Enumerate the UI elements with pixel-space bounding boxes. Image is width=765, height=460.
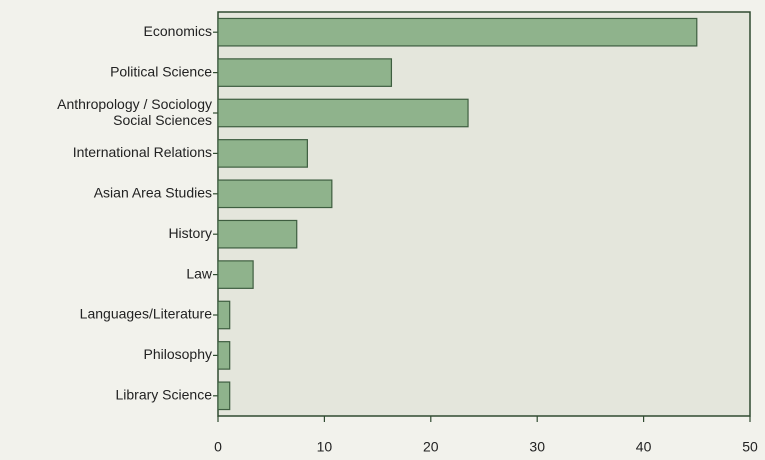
x-tick-label: 40 [636, 439, 652, 455]
y-tick-label: History [168, 225, 212, 241]
x-tick-label: 10 [317, 439, 333, 455]
bar [217, 219, 298, 249]
bar [217, 341, 231, 370]
bar [217, 58, 393, 87]
y-tick-label: Anthropology / Sociology Social Sciences [57, 96, 212, 128]
y-tick-label: Languages/Literature [80, 306, 213, 322]
y-tick-label: Asian Area Studies [94, 185, 212, 201]
x-tick-label: 30 [529, 439, 545, 455]
bar [217, 300, 231, 330]
bar [217, 139, 308, 168]
bar [217, 17, 698, 47]
bar [217, 179, 333, 209]
y-tick-label: International Relations [73, 144, 212, 160]
y-tick-label: Library Science [116, 387, 213, 403]
bar [217, 260, 254, 289]
y-tick-label: Philosophy [144, 346, 213, 362]
x-tick-label: 0 [214, 439, 222, 455]
x-tick-label: 50 [742, 439, 758, 455]
bar [217, 381, 231, 411]
bar [217, 98, 469, 128]
y-tick-label: Political Science [110, 63, 212, 79]
y-tick-label: Law [186, 265, 213, 281]
y-tick-label: Economics [144, 23, 212, 39]
x-tick-label: 20 [423, 439, 439, 455]
